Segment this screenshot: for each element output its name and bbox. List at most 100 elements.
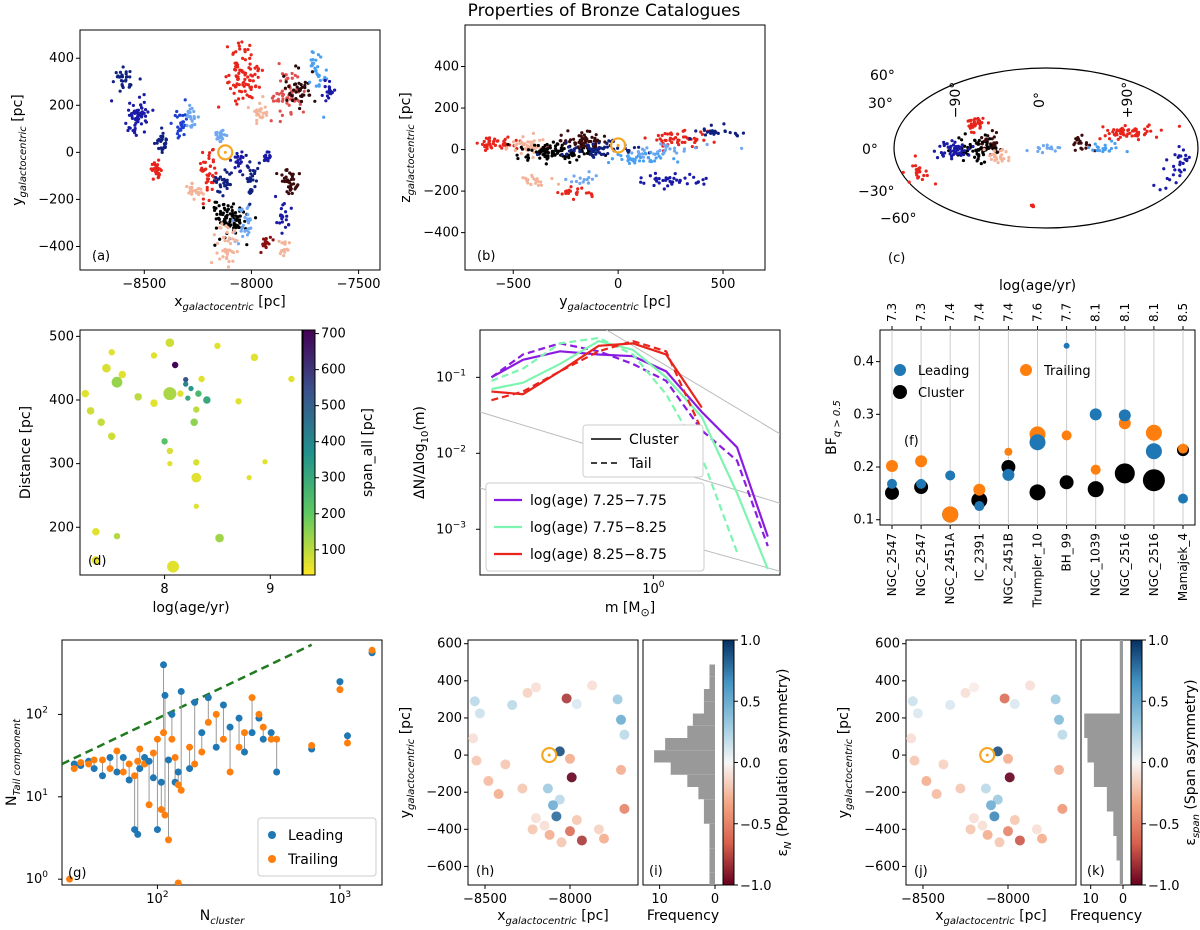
star-point [568,189,573,193]
y-axis-label: Distance [pc] [18,406,34,499]
star-point [225,45,230,49]
y-tick-label: −200 [423,184,459,199]
star-point [701,178,705,182]
star-point [224,75,228,79]
star-point [601,147,605,151]
star-point [1173,168,1177,172]
star-point [713,129,717,133]
asymmetry-point [969,682,979,693]
star-point [676,160,680,164]
star-point [258,109,262,113]
y-tick-label: 0.4 [853,355,874,370]
x-tick-exponent: 3 [345,890,351,900]
star-point [1104,146,1108,150]
histogram-bar [1119,860,1123,885]
trailing-point [191,760,199,768]
star-point [211,158,215,162]
star-point [565,152,569,156]
star-point [942,140,946,144]
star-point [1041,144,1045,148]
star-point [990,137,994,141]
cluster-point [118,370,127,379]
star-point [234,226,238,230]
x-tick-label: 0 [614,277,622,292]
star-point [1107,131,1111,136]
star-point [248,95,252,99]
trailing-point [212,710,220,718]
mass-function-line [491,339,769,570]
star-point [190,119,194,123]
trailing-point [171,753,179,761]
star-point [183,113,187,117]
star-point [263,242,267,246]
panel-g-frame [61,639,383,886]
star-point [569,185,573,189]
star-point [1007,158,1011,163]
star-point [692,175,696,179]
star-point [969,124,973,128]
star-point [911,164,915,168]
trailing-point [134,757,142,765]
plot-area-g [62,643,376,885]
star-point [950,139,954,143]
star-point [268,235,272,239]
star-point [546,154,550,158]
star-point [221,255,225,259]
star-point [219,226,223,230]
age-label: 7.4 [972,303,986,322]
star-point [278,109,282,113]
y-tick-label: −200 [38,192,74,207]
star-point [262,158,266,163]
star-point [256,75,260,79]
star-point [985,141,989,145]
star-point [239,154,243,159]
colorbar-label-unit: (Span asymmetry) [1183,679,1199,814]
trailing-point [119,768,127,776]
age-label: 7.4 [1001,303,1015,322]
star-point [975,152,979,156]
star-point [239,229,243,233]
binary-fraction-point [1029,434,1046,451]
trailing-point [125,760,133,768]
star-point [577,140,581,145]
star-point [309,58,313,62]
star-point [258,101,262,105]
y-tick-label: 10−1 [436,368,466,385]
star-point [576,187,580,191]
star-point [536,143,540,148]
y-axis-label-subscript: galactocentric [406,738,417,810]
star-point [248,168,252,172]
star-point [227,80,231,84]
star-point [140,115,144,119]
star-point [491,142,495,146]
panel-label-b: (b) [477,249,495,264]
star-point [666,184,670,188]
star-point [495,139,499,143]
star-point [133,126,137,131]
colorbar-tick-label: 500 [321,399,346,414]
star-point [694,129,698,133]
asymmetry-point [554,794,565,805]
binary-fraction-point [1063,342,1070,349]
star-point [223,184,227,188]
star-point [264,236,268,241]
star-point [913,164,918,168]
star-point [963,144,967,148]
star-point [545,142,549,147]
star-point [634,155,639,159]
y-tick-label: 10−2 [436,444,466,461]
star-point [212,233,216,237]
star-point [1007,155,1011,160]
x-axis-label-subscript: galactocentric [944,916,1016,927]
star-point [217,177,221,181]
trailing-point [235,743,243,751]
star-point [298,106,302,111]
asymmetry-point [556,837,567,848]
star-point [124,72,128,76]
cluster-point [193,503,199,509]
star-point [597,141,601,145]
star-point [324,68,328,72]
y-axis-label: BFq > 0.5 [824,400,843,455]
y-tick-label: −400 [864,822,900,837]
star-point [233,166,237,170]
